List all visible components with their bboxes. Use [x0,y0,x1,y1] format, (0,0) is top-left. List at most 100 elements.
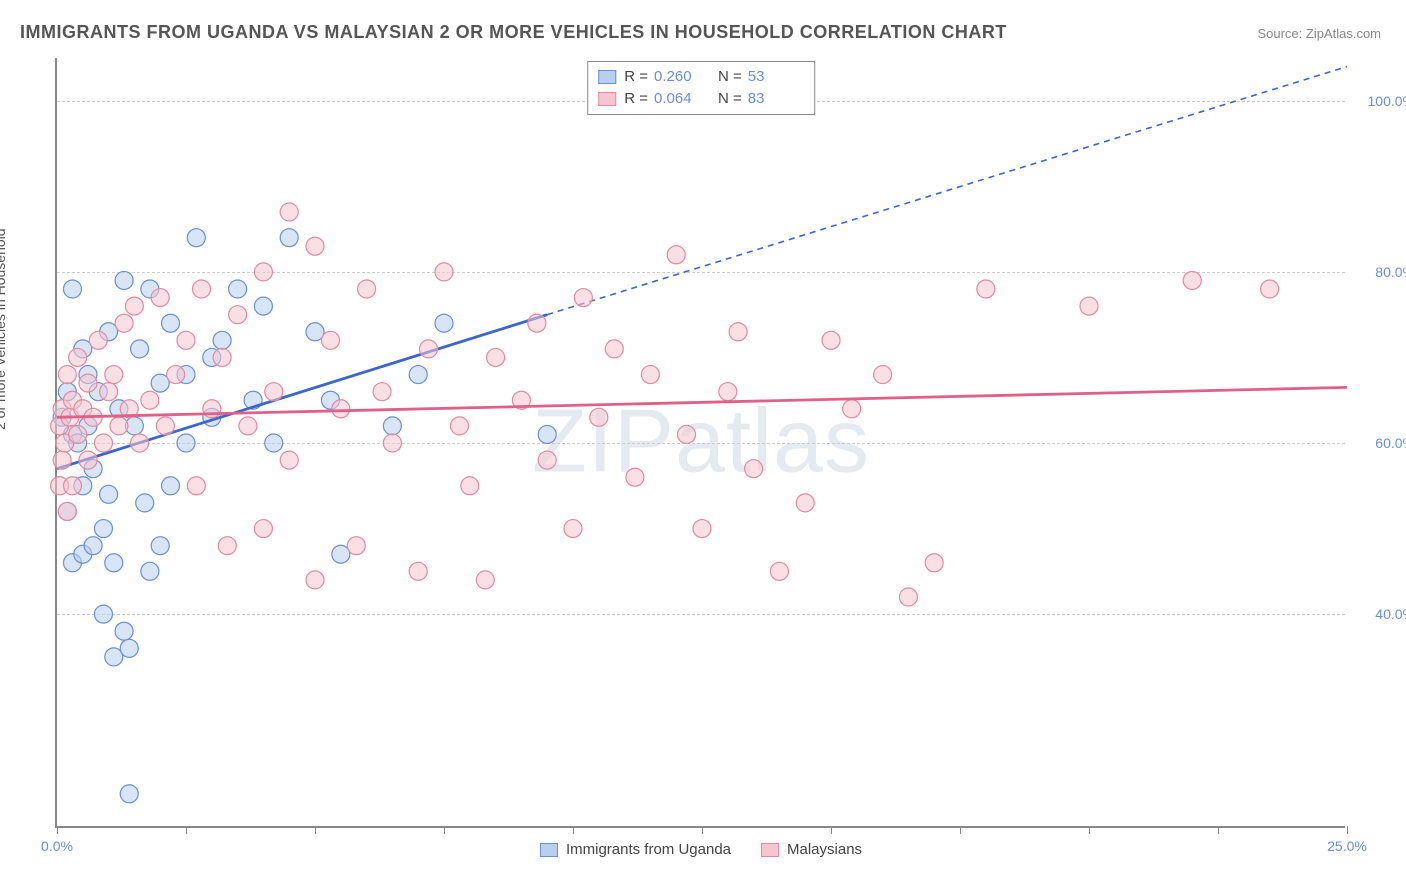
scatter-point [487,348,505,366]
scatter-point [347,537,365,555]
scatter-point [538,425,556,443]
scatter-point [69,425,87,443]
chart-title: IMMIGRANTS FROM UGANDA VS MALAYSIAN 2 OR… [20,22,1007,43]
scatter-point [131,434,149,452]
scatter-point [461,477,479,495]
legend-swatch [540,843,558,857]
scatter-point [115,622,133,640]
scatter-point [719,383,737,401]
scatter-point [538,451,556,469]
legend-item-malaysians: Malaysians [761,841,862,858]
scatter-point [280,451,298,469]
scatter-point [564,520,582,538]
scatter-point [141,391,159,409]
scatter-point [383,434,401,452]
scatter-point [58,502,76,520]
x-tick-label: 0.0% [41,838,73,854]
y-tick-label: 40.0% [1355,606,1406,622]
scatter-point [162,314,180,332]
scatter-point [409,366,427,384]
scatter-point [590,408,608,426]
scatter-point [280,203,298,221]
scatter-point [306,571,324,589]
scatter-point [177,331,195,349]
scatter-point [420,340,438,358]
scatter-point [667,246,685,264]
scatter-point [229,280,247,298]
scatter-point [100,485,118,503]
scatter-svg [57,58,1345,826]
scatter-point [79,374,97,392]
scatter-point [115,314,133,332]
legend-row-uganda: R =0.260 N =53 [598,66,804,88]
scatter-point [177,434,195,452]
scatter-point [110,417,128,435]
scatter-point [476,571,494,589]
scatter-point [94,434,112,452]
x-tick [831,826,832,834]
scatter-point [94,520,112,538]
legend-swatch [598,92,616,106]
scatter-point [105,554,123,572]
scatter-point [693,520,711,538]
scatter-point [58,366,76,384]
scatter-point [151,537,169,555]
x-tick [444,826,445,834]
scatter-point [79,451,97,469]
scatter-point [332,400,350,418]
scatter-point [254,297,272,315]
scatter-point [63,477,81,495]
scatter-point [899,588,917,606]
scatter-point [358,280,376,298]
scatter-point [156,417,174,435]
scatter-point [528,314,546,332]
scatter-point [843,400,861,418]
scatter-point [69,348,87,366]
y-axis-label: 2 or more Vehicles in Household [0,228,8,430]
scatter-point [254,263,272,281]
scatter-point [574,289,592,307]
scatter-point [822,331,840,349]
scatter-point [120,639,138,657]
scatter-point [796,494,814,512]
scatter-point [383,417,401,435]
scatter-point [218,537,236,555]
x-tick-label: 25.0% [1327,838,1367,854]
scatter-point [151,289,169,307]
scatter-point [925,554,943,572]
x-tick [186,826,187,834]
scatter-point [605,340,623,358]
scatter-point [409,562,427,580]
scatter-point [641,366,659,384]
scatter-point [229,306,247,324]
scatter-point [136,494,154,512]
scatter-point [450,417,468,435]
scatter-point [125,297,143,315]
scatter-point [874,366,892,384]
scatter-point [131,340,149,358]
scatter-point [187,477,205,495]
scatter-point [977,280,995,298]
x-tick [960,826,961,834]
x-tick [1347,826,1348,834]
scatter-point [770,562,788,580]
scatter-point [94,605,112,623]
scatter-point [213,348,231,366]
y-tick-label: 100.0% [1355,93,1406,109]
scatter-point [254,520,272,538]
scatter-point [100,383,118,401]
scatter-point [321,331,339,349]
scatter-point [53,451,71,469]
legend-swatch [598,70,616,84]
scatter-point [213,331,231,349]
scatter-point [162,477,180,495]
scatter-point [745,460,763,478]
x-tick [1218,826,1219,834]
scatter-point [1261,280,1279,298]
scatter-point [306,237,324,255]
scatter-point [89,331,107,349]
scatter-point [141,562,159,580]
legend-item-uganda: Immigrants from Uganda [540,841,731,858]
scatter-point [678,425,696,443]
x-tick [702,826,703,834]
